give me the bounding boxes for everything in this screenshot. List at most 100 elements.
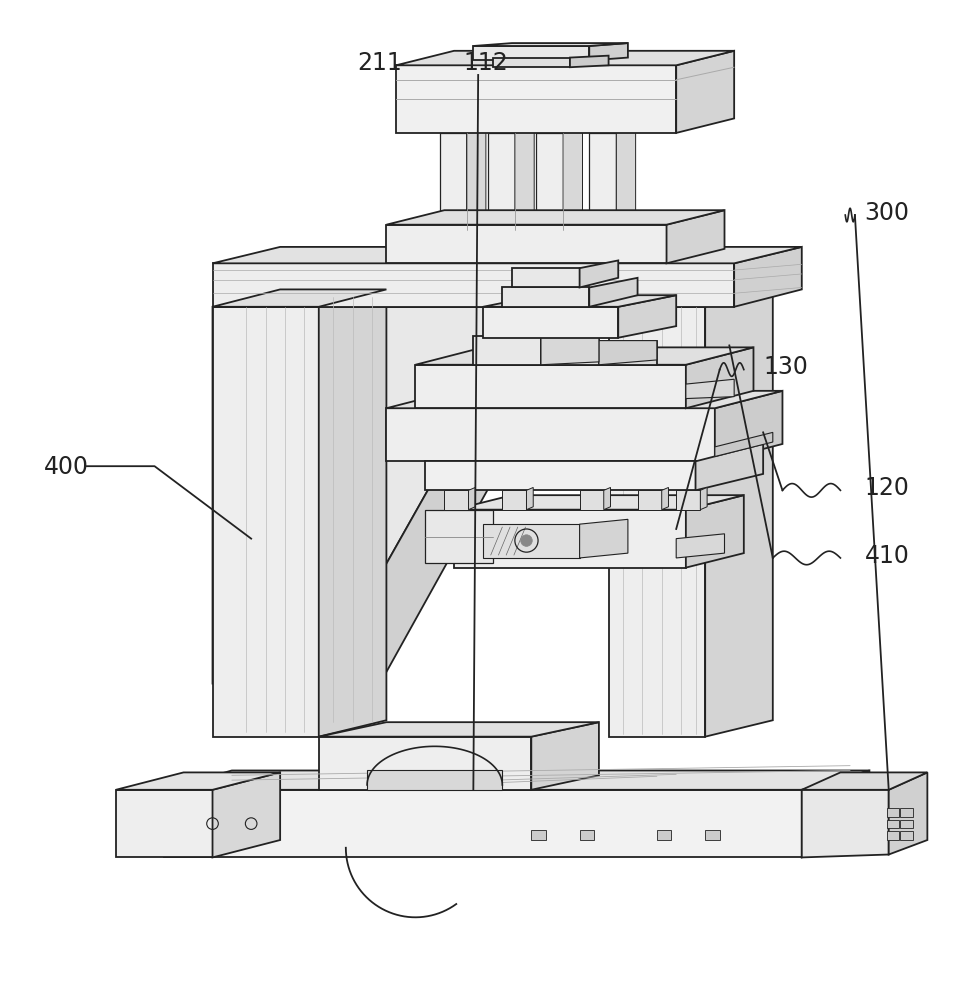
Polygon shape <box>700 487 707 510</box>
Polygon shape <box>386 391 782 408</box>
Polygon shape <box>715 391 782 461</box>
Polygon shape <box>319 289 599 684</box>
Polygon shape <box>213 289 599 307</box>
Text: 112: 112 <box>464 51 508 75</box>
Bar <box>887 831 899 840</box>
Polygon shape <box>570 56 609 67</box>
Text: 400: 400 <box>43 455 89 479</box>
Polygon shape <box>116 772 280 790</box>
Polygon shape <box>396 65 676 133</box>
Polygon shape <box>589 133 616 230</box>
Polygon shape <box>319 737 531 790</box>
Polygon shape <box>319 289 386 737</box>
Bar <box>580 830 594 840</box>
Polygon shape <box>483 295 676 307</box>
Bar <box>887 820 899 828</box>
Polygon shape <box>469 487 475 510</box>
Polygon shape <box>454 495 744 510</box>
Polygon shape <box>531 722 599 790</box>
Polygon shape <box>473 43 628 46</box>
Bar <box>657 830 671 840</box>
Polygon shape <box>676 490 700 510</box>
Bar <box>900 808 913 817</box>
Polygon shape <box>319 722 599 737</box>
Polygon shape <box>662 487 668 510</box>
Polygon shape <box>213 307 531 684</box>
Polygon shape <box>563 128 582 230</box>
Polygon shape <box>473 46 589 60</box>
Polygon shape <box>889 772 927 855</box>
Polygon shape <box>116 790 213 857</box>
Polygon shape <box>802 772 927 790</box>
Polygon shape <box>502 490 526 510</box>
Polygon shape <box>686 495 744 568</box>
Polygon shape <box>536 133 563 230</box>
Text: 120: 120 <box>865 476 909 500</box>
Polygon shape <box>483 307 618 338</box>
Polygon shape <box>213 289 386 307</box>
Polygon shape <box>715 432 773 457</box>
Polygon shape <box>512 268 580 287</box>
Polygon shape <box>415 365 686 408</box>
Polygon shape <box>676 534 724 558</box>
Polygon shape <box>213 263 734 307</box>
Polygon shape <box>604 487 611 510</box>
Polygon shape <box>213 247 802 263</box>
Polygon shape <box>425 461 696 490</box>
Bar <box>900 831 913 840</box>
Polygon shape <box>705 289 773 737</box>
Polygon shape <box>467 128 486 230</box>
Polygon shape <box>580 490 604 510</box>
Polygon shape <box>599 341 657 365</box>
Polygon shape <box>367 770 502 790</box>
Circle shape <box>521 535 532 546</box>
Polygon shape <box>667 210 724 263</box>
Text: 300: 300 <box>865 201 910 225</box>
Polygon shape <box>616 128 636 230</box>
Polygon shape <box>580 260 618 287</box>
Polygon shape <box>425 510 493 563</box>
Bar <box>887 808 899 817</box>
Polygon shape <box>638 490 662 510</box>
Polygon shape <box>541 336 599 365</box>
Polygon shape <box>618 295 676 338</box>
Polygon shape <box>213 772 280 857</box>
Polygon shape <box>802 770 869 857</box>
Polygon shape <box>386 225 667 263</box>
Polygon shape <box>686 379 734 399</box>
Polygon shape <box>454 510 686 568</box>
Bar <box>531 830 546 840</box>
Polygon shape <box>386 210 724 225</box>
Polygon shape <box>488 133 515 230</box>
Polygon shape <box>502 287 589 307</box>
Polygon shape <box>686 347 753 408</box>
Polygon shape <box>213 307 319 737</box>
Polygon shape <box>440 133 467 230</box>
Text: 211: 211 <box>357 51 402 75</box>
Polygon shape <box>589 43 628 60</box>
Bar <box>705 830 720 840</box>
Polygon shape <box>526 487 533 510</box>
Polygon shape <box>802 790 889 857</box>
Polygon shape <box>415 347 753 365</box>
Polygon shape <box>483 524 580 558</box>
Polygon shape <box>493 58 570 67</box>
Polygon shape <box>609 307 705 737</box>
Polygon shape <box>599 341 657 365</box>
Polygon shape <box>164 770 869 790</box>
Polygon shape <box>164 790 802 857</box>
Polygon shape <box>444 490 469 510</box>
Polygon shape <box>589 278 638 307</box>
Polygon shape <box>396 51 734 65</box>
Polygon shape <box>580 519 628 558</box>
Bar <box>900 820 913 828</box>
Text: 130: 130 <box>763 355 808 379</box>
Polygon shape <box>541 336 599 365</box>
Polygon shape <box>734 247 802 307</box>
Text: 410: 410 <box>865 544 909 568</box>
Polygon shape <box>676 51 734 133</box>
Polygon shape <box>473 336 541 365</box>
Polygon shape <box>515 128 534 230</box>
Polygon shape <box>386 408 715 461</box>
Polygon shape <box>696 444 763 490</box>
